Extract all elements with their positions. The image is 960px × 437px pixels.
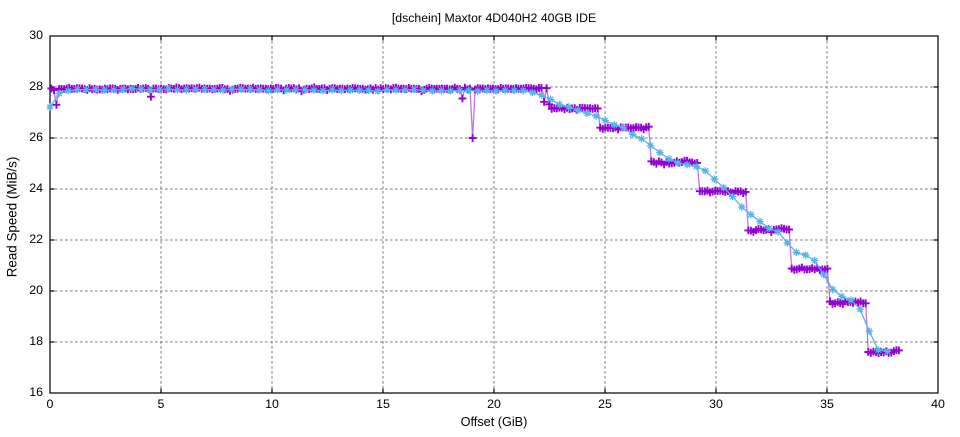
svg-text:10: 10: [265, 397, 279, 411]
svg-text:22: 22: [29, 232, 43, 246]
svg-text:40: 40: [931, 397, 945, 411]
svg-text:Offset (GiB): Offset (GiB): [461, 415, 528, 429]
svg-text:35: 35: [820, 397, 834, 411]
svg-text:28: 28: [29, 79, 43, 93]
svg-text:24: 24: [29, 181, 43, 195]
svg-text:25: 25: [598, 397, 612, 411]
svg-text:Read Speed (MiB/s): Read Speed (MiB/s): [5, 157, 20, 278]
svg-text:18: 18: [29, 334, 43, 348]
svg-text:[dschein] Maxtor 4D040H2 40GB: [dschein] Maxtor 4D040H2 40GB IDE: [392, 11, 596, 25]
svg-text:30: 30: [29, 28, 43, 42]
svg-text:15: 15: [376, 397, 390, 411]
svg-text:5: 5: [158, 397, 165, 411]
svg-text:20: 20: [487, 397, 501, 411]
svg-text:26: 26: [29, 130, 43, 144]
svg-text:0: 0: [47, 397, 54, 411]
svg-text:30: 30: [709, 397, 723, 411]
svg-text:16: 16: [29, 385, 43, 399]
svg-text:20: 20: [29, 283, 43, 297]
